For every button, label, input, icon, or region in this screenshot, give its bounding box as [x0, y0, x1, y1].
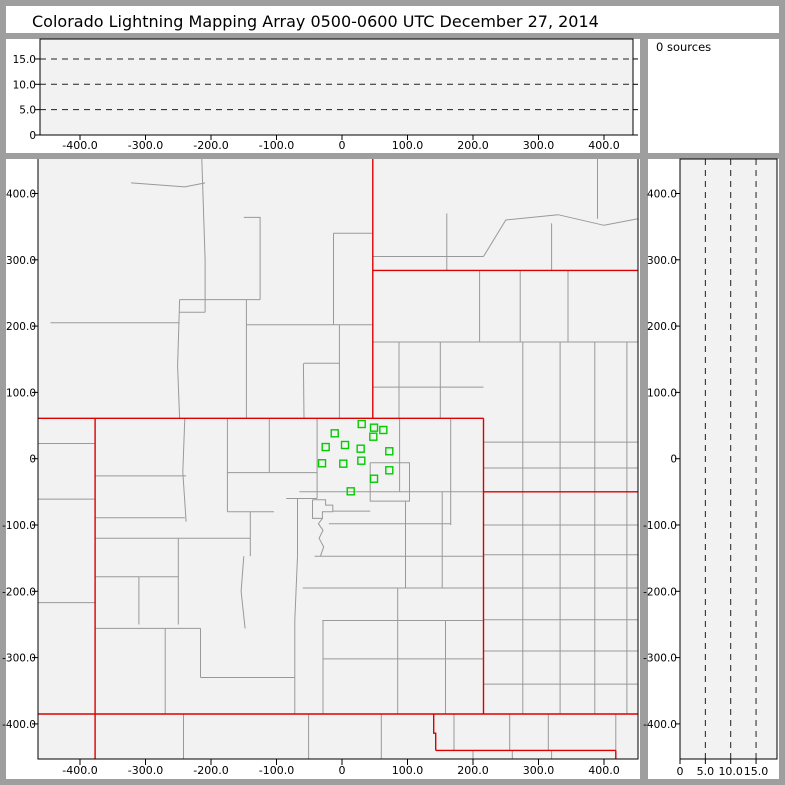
map-y-tick-label: 300.0	[6, 255, 36, 267]
lma-station-marker	[357, 456, 366, 465]
alt-ew-ticks	[35, 58, 638, 140]
state-boundary-line	[433, 714, 437, 751]
county-boundary-line	[312, 499, 334, 519]
alt-ns-plot-area[interactable]	[680, 159, 777, 759]
alt-tick-label: 15.0	[744, 765, 769, 778]
lma-station-marker	[385, 447, 394, 456]
map-x-tick-label: 300.0	[523, 764, 555, 777]
alt-ew-tick-labels: 0 5.0 10.0 15.0 -400.0 -300.0 -200.0 -100.0 0 100…	[13, 54, 620, 152]
lma-station-marker	[369, 432, 378, 441]
alt-tick-label: 15.0	[13, 54, 36, 66]
alt-ns-ticks	[675, 193, 757, 764]
ns-tick-label: 400.0	[647, 189, 677, 201]
map-plot-area[interactable]	[38, 159, 638, 759]
state-boundaries	[38, 159, 638, 759]
county-boundary-line	[294, 556, 298, 714]
alt-ns-panel[interactable]: 0 5.0 10.0 15.0 400.0 300.0 200.0 100.0 0 -100.0 -…	[643, 158, 778, 779]
page-title: Colorado Lightning Mapping Array 0500-06…	[32, 12, 599, 31]
alt-tick-label: 5.0	[19, 105, 36, 117]
lma-station-marker	[357, 419, 366, 429]
county-boundaries	[38, 159, 638, 759]
map-tick-labels: -400.0 -300.0 -200.0 -100.0 0 100.0 200.0 300.0…	[2, 189, 620, 778]
ew-tick-label: -200.0	[193, 139, 228, 152]
lma-station-markers	[317, 419, 394, 496]
map-x-tick-label: -400.0	[62, 764, 97, 777]
county-boundary-line	[182, 418, 187, 522]
map-y-tick-label: 100.0	[6, 387, 36, 399]
county-boundary-line	[240, 556, 246, 629]
county-boundary-line	[369, 462, 410, 502]
county-boundary-line	[302, 363, 305, 419]
map-y-tick-label: -200.0	[2, 586, 36, 598]
ew-tick-label: 100.0	[392, 139, 424, 152]
lma-station-marker	[339, 459, 348, 468]
ew-tick-label: 300.0	[523, 139, 555, 152]
alt-ns-tick-labels: 0 5.0 10.0 15.0 400.0 300.0 200.0 100.0 0 -100.0 -…	[643, 189, 768, 779]
lma-station-marker	[346, 487, 355, 496]
county-boundary-line	[177, 299, 181, 419]
map-x-tick-label: 400.0	[588, 764, 620, 777]
lma-station-marker	[356, 444, 365, 453]
map-x-tick-label: -100.0	[259, 764, 294, 777]
county-boundary-line	[483, 214, 638, 257]
ew-tick-label: -400.0	[62, 139, 97, 152]
map-y-tick-label: 200.0	[6, 321, 36, 333]
ns-tick-label: -200.0	[643, 586, 677, 598]
lma-station-marker	[317, 459, 327, 468]
ew-tick-label: 400.0	[588, 139, 620, 152]
ns-tick-label: -100.0	[643, 520, 677, 532]
ew-tick-label: 200.0	[457, 139, 489, 152]
lma-station-marker	[330, 429, 339, 438]
map-y-tick-label: -300.0	[2, 653, 36, 665]
sources-panel	[648, 39, 779, 153]
county-boundary-line	[131, 182, 206, 188]
lma-station-marker	[340, 440, 350, 450]
ew-tick-label: -300.0	[128, 139, 163, 152]
map-x-tick-label: 100.0	[392, 764, 424, 777]
ns-tick-label: -300.0	[643, 653, 677, 665]
county-boundary-line	[201, 159, 206, 313]
map-x-tick-label: -200.0	[193, 764, 228, 777]
alt-ew-plot-border	[39, 38, 634, 136]
county-boundary-line	[317, 518, 325, 557]
map-y-tick-label: -400.0	[2, 719, 36, 731]
alt-tick-label: 0	[677, 765, 684, 778]
ns-tick-label: 300.0	[647, 255, 677, 267]
sources-count-label: 0 sources	[656, 40, 711, 54]
county-boundary-line	[243, 216, 261, 300]
plan-view-map-panel[interactable]: -400.0 -300.0 -200.0 -100.0 0 100.0 200.0 300.0…	[2, 159, 639, 778]
ns-tick-label: 100.0	[647, 387, 677, 399]
ns-tick-label: 0	[670, 454, 677, 466]
alt-ew-panel[interactable]: 0 5.0 10.0 15.0 -400.0 -300.0 -200.0 -100.0 0 100…	[13, 38, 638, 152]
alt-tick-label: 5.0	[697, 765, 715, 778]
map-x-tick-label: 0	[339, 764, 346, 777]
lma-station-marker	[321, 442, 330, 452]
alt-ns-dashed-gridlines	[704, 159, 757, 759]
map-x-tick-label: 200.0	[457, 764, 489, 777]
map-y-tick-label: -100.0	[2, 520, 36, 532]
map-y-tick-label: 0	[29, 454, 36, 466]
alt-ew-plot-area[interactable]	[40, 39, 633, 135]
map-y-tick-label: 400.0	[6, 189, 36, 201]
map-x-tick-label: -300.0	[128, 764, 163, 777]
lma-station-marker	[385, 466, 394, 475]
alt-tick-label: 0	[29, 130, 36, 142]
lma-station-marker	[369, 474, 379, 483]
lma-station-marker	[379, 425, 388, 435]
title-bar	[6, 6, 779, 33]
ew-tick-label: 0	[339, 139, 346, 152]
alt-tick-label: 10.0	[718, 765, 743, 778]
lma-station-marker	[369, 423, 379, 432]
alt-tick-label: 10.0	[13, 79, 36, 91]
ew-tick-label: -100.0	[259, 139, 294, 152]
map-ticks	[32, 193, 605, 765]
ns-tick-label: -400.0	[643, 719, 677, 731]
ns-tick-label: 200.0	[647, 321, 677, 333]
